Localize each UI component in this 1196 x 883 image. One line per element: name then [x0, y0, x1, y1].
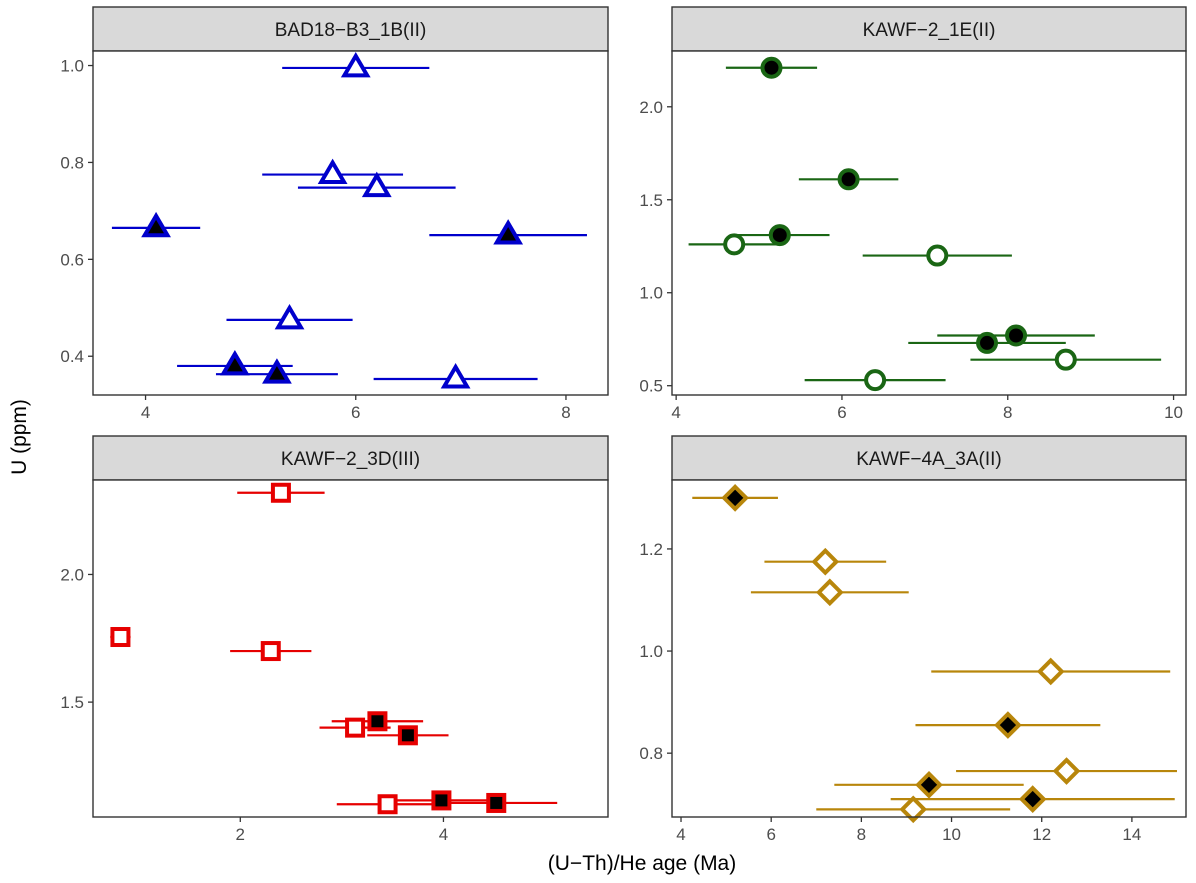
- x-tick-label: 8: [1003, 403, 1012, 422]
- x-tick-label: 4: [439, 825, 448, 844]
- x-axis-title: (U−Th)/He age (Ma): [548, 852, 736, 875]
- data-point-marker: [721, 484, 749, 512]
- facet-strip: [671, 435, 1187, 481]
- panel-1: BAD18−B3_1B(II) 0.4 0.6 0.8 1.0 4 6 8: [60, 6, 609, 422]
- x-tick-label: 6: [837, 403, 846, 422]
- panels: BAD18−B3_1B(II)0.40.60.81.04 6 8KAWF−2_1E(…: [60, 6, 1187, 844]
- y-tick-label: 1.5: [60, 693, 84, 712]
- data-point-marker: [899, 795, 928, 824]
- data-point-marker: [1054, 348, 1077, 371]
- y-tick-label: 0.4: [60, 347, 84, 366]
- data-point-marker: [723, 233, 746, 256]
- data-point-marker: [361, 171, 392, 198]
- data-point-marker: [994, 711, 1022, 739]
- x-tick-label: 4: [671, 403, 680, 422]
- data-point-marker: [260, 641, 281, 662]
- facet-strip: [92, 435, 609, 481]
- data-point-marker: [440, 363, 471, 389]
- x-tick-label: 8: [857, 825, 866, 844]
- facet-title: KAWF−2_3D(III): [281, 449, 420, 470]
- data-point-marker: [262, 358, 292, 384]
- x-tick-label: 10: [942, 825, 961, 844]
- y-axis-title: U (ppm): [8, 399, 31, 475]
- data-point-marker: [811, 547, 840, 576]
- data-point-marker: [1005, 324, 1028, 347]
- facet-title: BAD18−B3_1B(II): [275, 20, 427, 41]
- x-tick-label: 4: [141, 403, 150, 422]
- y-tick-label: 1.0: [60, 57, 84, 76]
- facet-strip: [671, 6, 1187, 52]
- x-tick-label: 6: [766, 825, 775, 844]
- facet-strip: [92, 6, 609, 52]
- data-point-marker: [864, 369, 887, 392]
- y-tick-label: 2.0: [639, 98, 663, 117]
- data-point-marker: [340, 52, 371, 78]
- plot-area: [93, 480, 608, 817]
- data-point-marker: [815, 578, 844, 607]
- data-point-marker: [431, 790, 452, 811]
- facet-title: KAWF−4A_3A(II): [856, 449, 1002, 470]
- data-point-marker: [377, 794, 398, 815]
- y-tick-label: 0.8: [60, 153, 84, 172]
- plot-area: [672, 480, 1186, 817]
- data-point-marker: [976, 331, 999, 354]
- y-tick-label: 0.6: [60, 250, 84, 269]
- y-tick-label: 0.8: [639, 744, 663, 763]
- x-tick-label: 10: [1164, 403, 1183, 422]
- y-tick-label: 1.0: [639, 642, 663, 661]
- panel-3: KAWF−2_3D(III) 1.5 2.0 2 4: [60, 435, 609, 844]
- panel-border: [671, 50, 1187, 396]
- plot-area: [672, 51, 1186, 395]
- data-point-marker: [397, 725, 418, 746]
- data-point-marker: [1018, 785, 1047, 813]
- data-point-marker: [486, 792, 507, 813]
- y-tick-label: 1.2: [639, 540, 663, 559]
- data-point-marker: [493, 219, 524, 245]
- data-point-marker: [367, 711, 388, 732]
- data-point-marker: [317, 158, 348, 184]
- data-point-marker: [837, 168, 860, 191]
- data-point-marker: [1036, 657, 1065, 686]
- data-point-marker: [760, 56, 783, 79]
- panel-4: KAWF−4A_3A(II) 0.8 1.0 1.2 4 6 8 10 12 14: [639, 435, 1187, 844]
- data-point-marker: [110, 627, 131, 648]
- data-point-marker: [915, 771, 943, 799]
- y-tick-label: 0.5: [639, 377, 663, 396]
- data-point-marker: [219, 349, 250, 376]
- panel-2: KAWF−2_1E(II) 0.5 1.0 1.5 2.0 4 6 8 10: [639, 6, 1187, 422]
- panel-border: [671, 479, 1187, 818]
- data-point-marker: [926, 244, 949, 267]
- x-tick-label: 6: [351, 403, 360, 422]
- y-tick-label: 1.5: [639, 191, 663, 210]
- panel-border: [92, 479, 609, 818]
- data-point-marker: [274, 303, 305, 330]
- x-tick-label: 14: [1122, 825, 1141, 844]
- data-point-marker: [1052, 757, 1081, 785]
- x-tick-label: 2: [236, 825, 245, 844]
- y-tick-label: 2.0: [60, 565, 84, 584]
- data-point-marker: [270, 482, 291, 503]
- panel-border: [92, 50, 609, 396]
- facet-title: KAWF−2_1E(II): [863, 20, 996, 41]
- data-point-marker: [345, 717, 366, 738]
- plot-area: [93, 51, 608, 395]
- x-tick-label: 12: [1032, 825, 1051, 844]
- data-point-marker: [141, 211, 171, 238]
- x-tick-label: 4: [676, 825, 685, 844]
- x-tick-label: 8: [561, 403, 570, 422]
- y-tick-label: 1.0: [639, 284, 663, 303]
- data-point-marker: [768, 224, 791, 247]
